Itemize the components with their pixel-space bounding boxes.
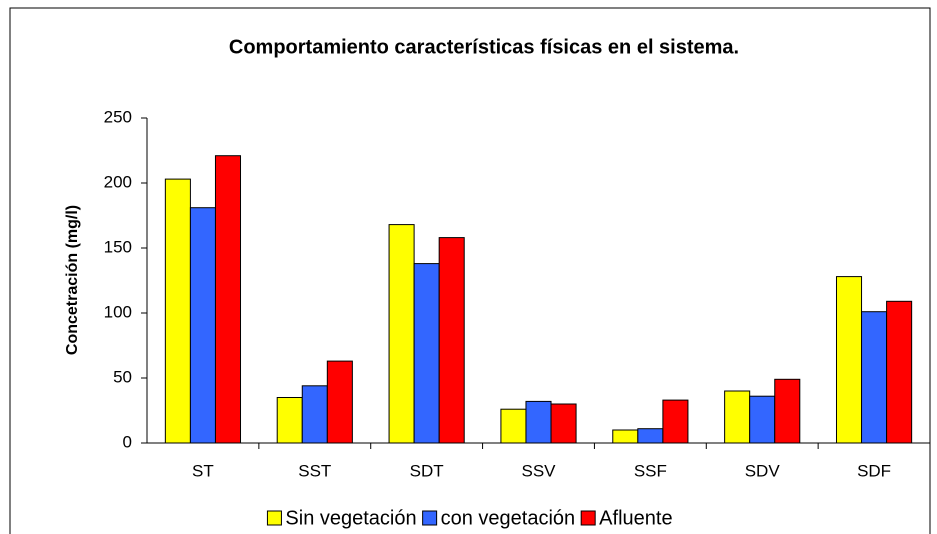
- x-tick-label: SSF: [634, 461, 667, 480]
- bar: [662, 399, 689, 444]
- legend-label: Sin vegetación: [285, 507, 416, 529]
- bar: [774, 378, 801, 444]
- bar: [525, 400, 552, 444]
- x-tick-label: SSV: [521, 461, 556, 480]
- bar: [164, 178, 191, 444]
- legend-label: con vegetación: [441, 507, 576, 529]
- bar: [438, 237, 465, 444]
- y-tick-label: 200: [104, 172, 132, 191]
- bar: [413, 263, 440, 444]
- x-tick-label: SDF: [857, 461, 891, 480]
- chart-title: Comportamiento características físicas e…: [229, 36, 739, 58]
- bar: [301, 385, 328, 444]
- y-tick-label: 250: [104, 107, 132, 126]
- bar: [861, 311, 888, 444]
- legend-swatch: [266, 510, 282, 526]
- x-tick-label: SDV: [745, 461, 781, 480]
- y-tick-label: 50: [113, 367, 132, 386]
- x-tick-label: ST: [192, 461, 214, 480]
- bar: [835, 276, 863, 444]
- bar: [749, 395, 776, 444]
- bar: [388, 224, 415, 444]
- bar: [214, 155, 242, 444]
- bar: [276, 397, 303, 444]
- x-tick-label: SST: [298, 461, 331, 480]
- bar: [637, 428, 664, 444]
- bar: [612, 429, 639, 444]
- x-tick-label: SDT: [410, 461, 444, 480]
- bar: [886, 300, 913, 444]
- y-tick-label: 0: [123, 432, 132, 451]
- y-tick-label: 150: [104, 237, 132, 256]
- legend-label: Afluente: [599, 507, 672, 529]
- bar: [189, 207, 216, 444]
- legend-swatch: [422, 510, 438, 526]
- y-tick-label: 100: [104, 302, 132, 321]
- bar: [326, 360, 353, 444]
- bar: [724, 390, 751, 444]
- legend-swatch: [580, 510, 596, 526]
- chart-frame: [9, 7, 931, 534]
- y-axis-label: Concetración (mg/l): [64, 205, 81, 355]
- bar: [550, 403, 577, 444]
- bar: [500, 408, 527, 444]
